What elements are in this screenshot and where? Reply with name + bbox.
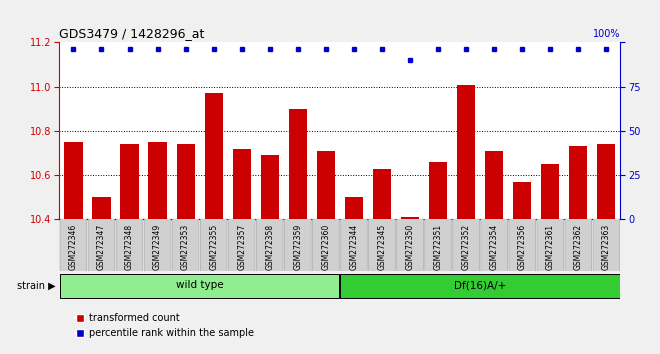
Bar [60,274,339,298]
Bar [148,142,167,219]
Bar [401,217,419,219]
FancyBboxPatch shape [481,218,508,272]
Text: GSM272350: GSM272350 [405,224,414,270]
Text: GSM272362: GSM272362 [574,224,583,270]
Text: GSM272353: GSM272353 [181,224,190,270]
Bar [92,198,111,219]
FancyBboxPatch shape [509,218,535,272]
Text: GSM272344: GSM272344 [349,224,358,270]
Text: GSM272354: GSM272354 [490,224,499,270]
Text: GSM272352: GSM272352 [461,224,471,270]
Text: GSM272345: GSM272345 [378,224,387,270]
Bar [341,274,620,298]
Text: GSM272351: GSM272351 [434,224,443,270]
Text: GSM272355: GSM272355 [209,224,218,270]
Bar [485,151,504,219]
Text: GSM272360: GSM272360 [321,224,331,270]
Text: GSM272356: GSM272356 [517,224,527,270]
Bar [176,144,195,219]
Text: GSM272348: GSM272348 [125,224,134,270]
Text: GSM272349: GSM272349 [153,224,162,270]
Text: GSM272363: GSM272363 [602,224,611,270]
Legend: transformed count, percentile rank within the sample: transformed count, percentile rank withi… [71,309,258,342]
Bar [64,142,82,219]
Bar [317,151,335,219]
Bar [541,164,560,219]
FancyBboxPatch shape [257,218,283,272]
Text: wild type: wild type [176,280,224,290]
Text: 100%: 100% [593,29,620,39]
Bar [261,155,279,219]
Bar [288,109,307,219]
FancyBboxPatch shape [60,218,86,272]
Text: GSM272359: GSM272359 [293,224,302,270]
Bar [205,93,223,219]
FancyBboxPatch shape [593,218,620,272]
Text: GSM272358: GSM272358 [265,224,275,270]
Text: GDS3479 / 1428296_at: GDS3479 / 1428296_at [59,27,205,40]
Bar [429,162,447,219]
FancyBboxPatch shape [116,218,143,272]
FancyBboxPatch shape [537,218,564,272]
Bar [513,182,531,219]
Bar [120,144,139,219]
Text: GSM272357: GSM272357 [237,224,246,270]
Bar [597,144,616,219]
FancyBboxPatch shape [565,218,591,272]
FancyBboxPatch shape [284,218,311,272]
FancyBboxPatch shape [228,218,255,272]
FancyBboxPatch shape [397,218,423,272]
Bar [457,85,475,219]
FancyBboxPatch shape [88,218,115,272]
Bar [232,149,251,219]
Text: GSM272346: GSM272346 [69,224,78,270]
FancyBboxPatch shape [201,218,227,272]
Bar [345,198,363,219]
Bar [569,147,587,219]
FancyBboxPatch shape [453,218,479,272]
Bar [373,169,391,219]
FancyBboxPatch shape [313,218,339,272]
FancyBboxPatch shape [425,218,451,272]
Text: Df(16)A/+: Df(16)A/+ [454,280,506,290]
FancyBboxPatch shape [172,218,199,272]
FancyBboxPatch shape [369,218,395,272]
FancyBboxPatch shape [341,218,367,272]
FancyBboxPatch shape [145,218,171,272]
Text: strain ▶: strain ▶ [17,280,56,290]
Text: GSM272347: GSM272347 [97,224,106,270]
Text: GSM272361: GSM272361 [546,224,555,270]
